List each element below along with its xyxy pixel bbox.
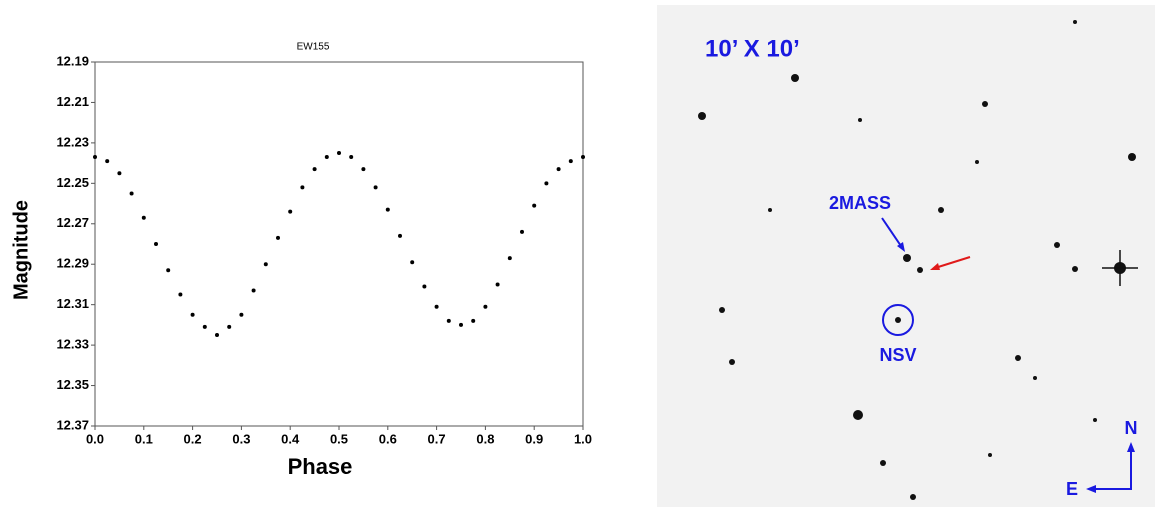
point xyxy=(239,312,244,317)
point xyxy=(446,318,451,323)
y-tick-label: 12.19 xyxy=(56,53,89,68)
point xyxy=(581,155,585,160)
point xyxy=(215,333,219,337)
point xyxy=(276,235,280,240)
point xyxy=(105,159,110,164)
point xyxy=(520,229,524,234)
point xyxy=(459,322,463,327)
point xyxy=(349,155,354,160)
y-tick-label: 12.23 xyxy=(56,134,89,149)
arrowhead xyxy=(897,242,905,252)
point xyxy=(129,191,134,196)
point xyxy=(495,282,500,287)
y-tick-label: 12.35 xyxy=(56,377,89,392)
scale-label: 10’ X 10’ xyxy=(705,35,800,62)
point xyxy=(471,318,476,323)
point xyxy=(556,167,561,172)
point xyxy=(93,155,97,160)
point xyxy=(532,203,537,208)
compass-east: E xyxy=(1066,479,1078,499)
point xyxy=(337,151,341,155)
x-tick-label: 0.6 xyxy=(379,431,397,446)
y-tick-label: 12.37 xyxy=(56,417,89,432)
x-tick-label: 0.5 xyxy=(330,431,348,446)
point xyxy=(410,260,415,265)
arrowhead xyxy=(1086,485,1096,493)
x-tick-label: 0.3 xyxy=(232,431,250,446)
point xyxy=(300,185,305,190)
point xyxy=(312,167,317,172)
point xyxy=(361,167,366,172)
point xyxy=(202,324,207,329)
y-tick-label: 12.27 xyxy=(56,215,89,230)
y-tick-label: 12.25 xyxy=(56,175,89,190)
arrow xyxy=(881,217,904,250)
star-label: NSV xyxy=(879,345,916,365)
plot-frame xyxy=(94,61,584,427)
point xyxy=(434,304,439,309)
x-tick-label: 0.1 xyxy=(135,431,153,446)
y-tick-label: 12.29 xyxy=(56,256,89,271)
x-tick-label: 0.4 xyxy=(281,431,300,446)
stars xyxy=(698,20,1136,500)
arrowhead xyxy=(930,263,940,270)
point xyxy=(373,185,378,190)
point xyxy=(324,155,329,160)
point xyxy=(178,292,183,297)
point xyxy=(483,304,488,309)
y-tick-label: 12.33 xyxy=(56,337,89,352)
x-tick-label: 0.0 xyxy=(86,431,104,446)
point xyxy=(507,256,512,261)
sky-image: 10’ X 10’ 2MASS NSV N E xyxy=(657,5,1155,507)
star-label: 2MASS xyxy=(829,193,891,213)
point xyxy=(544,181,549,186)
point xyxy=(251,288,256,293)
target-circle xyxy=(882,304,914,336)
point xyxy=(263,262,268,267)
chart-title: EW155 xyxy=(297,42,330,53)
point xyxy=(190,312,195,317)
point xyxy=(422,284,427,289)
point xyxy=(154,242,158,246)
compass-north: N xyxy=(1125,418,1138,438)
y-tick-label: 12.21 xyxy=(56,94,89,109)
x-tick-label: 0.9 xyxy=(525,431,543,446)
arrowhead xyxy=(1127,442,1135,452)
point xyxy=(385,207,390,212)
x-tick-label: 0.2 xyxy=(184,431,202,446)
x-axis-label: Phase xyxy=(288,454,353,479)
y-tick-label: 12.31 xyxy=(56,296,89,311)
point xyxy=(288,209,293,214)
compass xyxy=(1090,446,1132,490)
point xyxy=(166,268,171,273)
x-tick-label: 1.0 xyxy=(574,431,592,446)
point xyxy=(227,324,232,329)
arrow xyxy=(934,256,971,269)
point xyxy=(398,233,402,238)
x-tick-label: 0.7 xyxy=(428,431,446,446)
y-axis-label: Magnitude xyxy=(10,200,32,300)
point xyxy=(568,159,573,164)
x-tick-label: 0.8 xyxy=(476,431,494,446)
point xyxy=(141,215,146,220)
point xyxy=(117,171,122,176)
